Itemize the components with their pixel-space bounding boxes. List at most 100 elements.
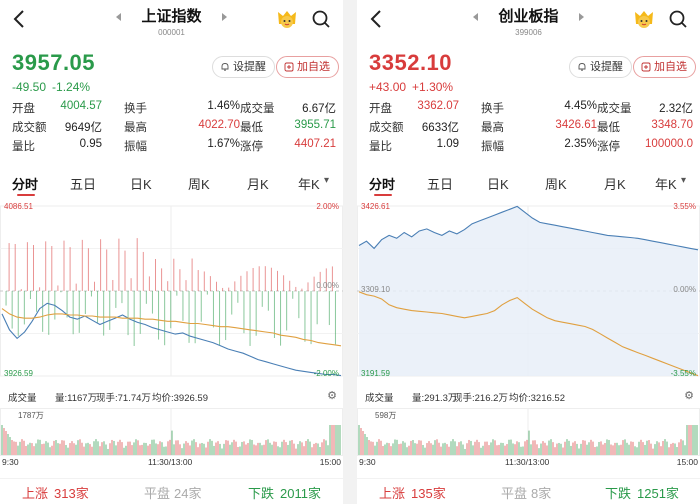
volume-label: 成交量 xyxy=(365,393,394,404)
search-icon[interactable] xyxy=(668,9,688,29)
stat-label: 振幅 xyxy=(481,141,504,153)
prev-index-icon[interactable] xyxy=(473,13,478,21)
intraday-chart[interactable]: 3426.61 3191.59 3.55% -3.55% 3309.10 0.00% xyxy=(357,198,700,382)
time-close: 15:00 xyxy=(676,457,698,467)
active-tab-indicator xyxy=(17,194,35,196)
flat-count-label: 平盘 xyxy=(144,486,171,501)
axis-low-label: 3926.59 xyxy=(4,369,33,378)
stat-label: 最低 xyxy=(597,122,620,134)
down-count: 2011家 xyxy=(280,486,321,501)
intraday-svg xyxy=(0,205,343,377)
bell-icon xyxy=(578,63,586,71)
next-index-icon[interactable] xyxy=(579,13,584,21)
stat-label: 最高 xyxy=(124,122,147,134)
back-arrow-icon[interactable] xyxy=(10,8,30,30)
chart-tabs: 分时 五日 日K 周K 月K 年K ▾ xyxy=(0,172,343,196)
set-alert-button[interactable]: 设提醒 xyxy=(569,56,632,78)
chevron-down-icon[interactable]: ▾ xyxy=(324,175,330,186)
tab-5[interactable]: 年K xyxy=(298,177,320,192)
stat-value: 3348.70 xyxy=(651,119,693,131)
mascot-icon[interactable] xyxy=(632,8,656,30)
tab-5[interactable]: 年K xyxy=(655,177,677,192)
panel-divider xyxy=(343,0,357,504)
up-count-label: 上涨 xyxy=(379,486,406,501)
stat-label: 最低 xyxy=(240,122,263,134)
stat-value: 4022.70 xyxy=(198,119,240,131)
axis-pct-low-label: -3.55% xyxy=(670,369,696,378)
time-close: 15:00 xyxy=(319,457,341,467)
axis-mid-label: 3309.10 xyxy=(361,285,390,294)
down-count-label: 下跌 xyxy=(248,486,275,501)
volume-svg xyxy=(0,408,343,456)
current-hand: 现手:216.2万 xyxy=(453,393,508,404)
index-code: 000001 xyxy=(158,28,185,37)
mascot-icon[interactable] xyxy=(275,8,299,30)
tab-1[interactable]: 五日 xyxy=(70,177,97,192)
tab-4[interactable]: 月K xyxy=(604,177,626,192)
index-title: 上证指数 xyxy=(141,8,202,25)
tab-0[interactable]: 分时 xyxy=(369,177,396,192)
avg-price: 均价:3926.59 xyxy=(152,393,208,404)
stat-value: 4.45% xyxy=(564,100,597,112)
stat-label: 涨停 xyxy=(240,141,263,153)
intraday-svg xyxy=(357,205,700,377)
add-watchlist-button[interactable]: 加自选 xyxy=(633,56,696,78)
stat-value: 6633亿 xyxy=(421,122,459,134)
search-icon[interactable] xyxy=(311,9,331,29)
time-mid: 11:30/13:00 xyxy=(505,457,550,467)
back-arrow-icon[interactable] xyxy=(367,8,387,30)
time-open: 9:30 xyxy=(2,457,19,467)
tab-2[interactable]: 日K xyxy=(130,177,152,192)
quote-stats: 开盘 3362.07 换手 4.45% 成交量 2.32亿 成交额 6633亿 最高 3426.6… xyxy=(369,100,693,157)
stat-value: 0.95 xyxy=(79,138,102,150)
volume-header: 成交量 量:291.3万 现手:216.2万 均价:3216.52 ⚙ xyxy=(357,390,700,406)
tab-2[interactable]: 日K xyxy=(487,177,509,192)
price-change: +43.00 +1.30% xyxy=(369,80,459,94)
stat-label: 换手 xyxy=(481,103,504,115)
quote-stats: 开盘 4004.57 换手 1.46% 成交量 6.67亿 成交额 9649亿 最高 4022.7… xyxy=(12,100,336,157)
tab-3[interactable]: 周K xyxy=(188,177,210,192)
stat-value: 4407.21 xyxy=(294,138,336,150)
tab-4[interactable]: 月K xyxy=(247,177,269,192)
stats-row: 开盘 4004.57 换手 1.46% 成交量 6.67亿 xyxy=(12,100,336,119)
change-pct: +1.30% xyxy=(412,80,454,94)
volume-value: 量:291.3万 xyxy=(412,393,458,404)
add-watchlist-button[interactable]: 加自选 xyxy=(276,56,339,78)
intraday-chart[interactable]: 4086.51 3926.59 2.00% -2.00% 0.00% xyxy=(0,198,343,382)
change-pct: -1.24% xyxy=(52,80,91,94)
stat-label: 成交额 xyxy=(369,122,404,134)
settings-gear-icon[interactable]: ⚙ xyxy=(684,390,694,402)
tab-3[interactable]: 周K xyxy=(545,177,567,192)
volume-value: 量:1167万 xyxy=(55,393,98,404)
avg-price: 均价:3216.52 xyxy=(509,393,565,404)
set-alert-button[interactable]: 设提醒 xyxy=(212,56,275,78)
settings-gear-icon[interactable]: ⚙ xyxy=(327,390,337,402)
volume-label: 成交量 xyxy=(8,393,37,404)
price-line xyxy=(1,302,342,377)
stat-value: 3426.61 xyxy=(555,119,597,131)
stat-label: 开盘 xyxy=(12,103,35,115)
chevron-down-icon[interactable]: ▾ xyxy=(681,175,687,186)
avg-price-line xyxy=(358,291,699,377)
bell-icon xyxy=(221,63,229,71)
up-count-label: 上涨 xyxy=(22,486,49,501)
change-value: -49.50 xyxy=(12,80,47,94)
axis-pct-high-label: 3.55% xyxy=(673,202,696,211)
price-line xyxy=(358,205,699,251)
tab-0[interactable]: 分时 xyxy=(12,177,39,192)
down-count-label: 下跌 xyxy=(605,486,632,501)
stat-value: 1.46% xyxy=(207,100,240,112)
tab-1[interactable]: 五日 xyxy=(427,177,454,192)
current-price: 3957.05 xyxy=(12,50,96,75)
next-index-icon[interactable] xyxy=(222,13,227,21)
up-count: 135家 xyxy=(411,486,446,501)
stat-label: 成交额 xyxy=(12,122,47,134)
stat-label: 涨停 xyxy=(597,141,620,153)
stats-row: 成交额 6633亿 最高 3426.61 最低 3348.70 xyxy=(369,119,693,138)
prev-index-icon[interactable] xyxy=(116,13,121,21)
current-price: 3352.10 xyxy=(369,50,453,75)
index-code: 399006 xyxy=(515,28,542,37)
volume-chart: 598万 xyxy=(357,408,700,456)
stat-value: 6.67亿 xyxy=(302,103,336,115)
down-count: 1251家 xyxy=(637,486,679,501)
